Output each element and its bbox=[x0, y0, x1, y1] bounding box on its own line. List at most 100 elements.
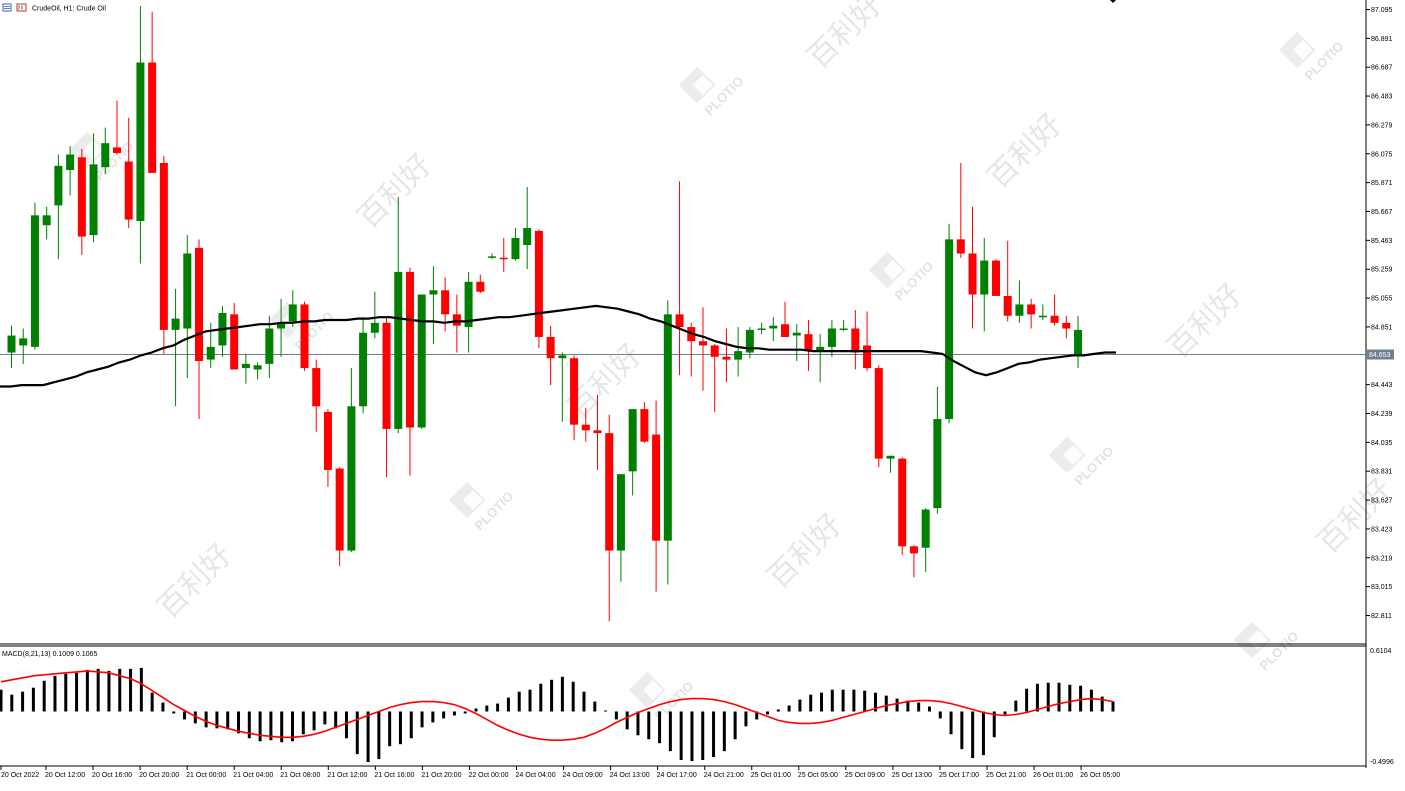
candle-body bbox=[968, 253, 977, 295]
price-axis-label: 86.279 bbox=[1371, 122, 1393, 129]
candle-bearish bbox=[570, 355, 579, 441]
time-axis-label: 21 Oct 00:00 bbox=[186, 772, 226, 779]
candle-bearish bbox=[124, 117, 133, 229]
candle-bullish bbox=[769, 317, 778, 342]
candle-bearish bbox=[195, 239, 204, 420]
sell-arrow-icon bbox=[1110, 0, 1116, 3]
candle-body bbox=[382, 322, 391, 429]
candle-body bbox=[698, 341, 707, 346]
macd-bar bbox=[981, 711, 985, 756]
candle-body bbox=[734, 351, 743, 360]
macd-bar bbox=[679, 711, 683, 761]
macd-bar bbox=[366, 711, 370, 763]
candle-body bbox=[394, 271, 403, 429]
candle-body bbox=[124, 161, 133, 220]
macd-bar bbox=[830, 689, 834, 712]
price-axis-label: 86.687 bbox=[1371, 65, 1393, 72]
chart-list-icon[interactable] bbox=[2, 3, 12, 12]
watermark-chinese-text: 百利好 bbox=[801, 0, 889, 76]
price-axis[interactable]: 87.095 86.891 86.687 86.483 86.279 86.075 85.8… bbox=[1366, 7, 1393, 620]
candle-body bbox=[980, 260, 989, 295]
watermark-chinese-text: 百利好 bbox=[351, 147, 439, 235]
time-axis-label: 22 Oct 00:00 bbox=[468, 772, 508, 779]
candle-body bbox=[253, 365, 262, 370]
macd-panel[interactable]: MACD(8,21,13) 0.1009 0.1065 0.6104 -0.49… bbox=[0, 645, 1394, 767]
price-axis-label: 82.811 bbox=[1371, 613, 1392, 620]
price-axis-label: 84.851 bbox=[1371, 324, 1393, 331]
candle-bullish bbox=[523, 187, 532, 270]
candle-bearish bbox=[230, 303, 239, 370]
macd-bar bbox=[787, 705, 791, 712]
current-price-tag-bg bbox=[1367, 349, 1394, 360]
candle-body bbox=[886, 455, 895, 459]
price-axis-label: 86.483 bbox=[1371, 94, 1393, 101]
candle-body bbox=[300, 304, 309, 369]
candle-bearish bbox=[1062, 315, 1071, 339]
macd-bar bbox=[809, 694, 813, 712]
candle-body bbox=[991, 260, 1000, 296]
price-axis-label: 84.035 bbox=[1371, 440, 1393, 447]
macd-bar bbox=[280, 711, 284, 743]
macd-bar bbox=[85, 669, 89, 712]
candle-body bbox=[1003, 295, 1012, 316]
candle-bearish bbox=[148, 11, 157, 173]
macd-bar bbox=[452, 711, 456, 716]
candle-bearish bbox=[687, 322, 696, 377]
watermark-chinese-text: 百利好 bbox=[761, 507, 849, 595]
candle-body bbox=[429, 290, 438, 295]
macd-bar bbox=[528, 689, 532, 712]
candle-bullish bbox=[886, 455, 895, 473]
macd-bar bbox=[873, 692, 877, 712]
macd-bar bbox=[193, 711, 197, 724]
candle-body bbox=[488, 256, 497, 258]
candle-bullish bbox=[628, 409, 637, 496]
macd-bar bbox=[917, 702, 921, 712]
macd-bar bbox=[636, 711, 640, 736]
macd-bar bbox=[323, 711, 327, 725]
macd-bar bbox=[1079, 685, 1083, 712]
macd-bar bbox=[582, 691, 586, 712]
macd-bar bbox=[960, 711, 964, 750]
macd-bar bbox=[927, 706, 931, 712]
candle-bullish bbox=[347, 368, 356, 552]
macd-bar bbox=[139, 667, 143, 712]
candle-bullish bbox=[19, 328, 28, 364]
candle-bearish bbox=[405, 267, 414, 476]
candle-bullish bbox=[464, 271, 473, 353]
candle-bearish bbox=[991, 259, 1000, 296]
macd-signal-line bbox=[0, 670, 1114, 741]
price-axis-label: 83.015 bbox=[1371, 584, 1393, 591]
time-axis[interactable]: 20 Oct 2022 20 Oct 12:00 20 Oct 16:00 20 Oc… bbox=[0, 766, 1120, 779]
candle-body bbox=[1062, 322, 1071, 329]
candle-bullish bbox=[792, 324, 801, 362]
chart-window-icon[interactable] bbox=[16, 3, 27, 12]
macd-bar bbox=[701, 711, 705, 761]
candle-body bbox=[581, 424, 590, 431]
macd-bar bbox=[215, 711, 219, 729]
watermark-chinese-text: 百利好 bbox=[151, 537, 239, 625]
macd-bar bbox=[506, 697, 510, 712]
macd-bar bbox=[237, 711, 241, 734]
candle-bearish bbox=[652, 400, 661, 592]
candle-bearish bbox=[804, 319, 813, 371]
candle-body bbox=[1050, 315, 1059, 323]
watermark-logo: PLOTIO bbox=[1278, 31, 1346, 83]
macd-bar bbox=[172, 711, 176, 714]
candle-bullish bbox=[1015, 280, 1024, 323]
macd-bar bbox=[852, 689, 856, 712]
main-price-panel[interactable] bbox=[0, 0, 1367, 768]
candle-body bbox=[277, 322, 286, 329]
candle-body bbox=[370, 322, 379, 333]
macd-bar bbox=[841, 689, 845, 712]
price-axis-label: 83.831 bbox=[1371, 469, 1393, 476]
candle-bearish bbox=[581, 407, 590, 442]
macd-bar bbox=[614, 711, 618, 720]
candle-bearish bbox=[335, 467, 344, 567]
candle-body bbox=[757, 328, 766, 330]
candle-bullish bbox=[429, 266, 438, 345]
candle-bullish bbox=[359, 317, 368, 414]
macd-bar bbox=[226, 711, 230, 730]
candle-body bbox=[839, 328, 848, 330]
macd-bar bbox=[722, 711, 726, 752]
